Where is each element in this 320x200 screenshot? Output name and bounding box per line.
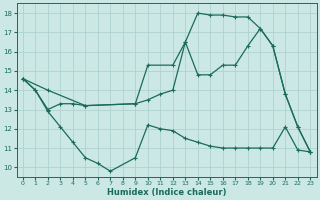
X-axis label: Humidex (Indice chaleur): Humidex (Indice chaleur) (107, 188, 226, 197)
